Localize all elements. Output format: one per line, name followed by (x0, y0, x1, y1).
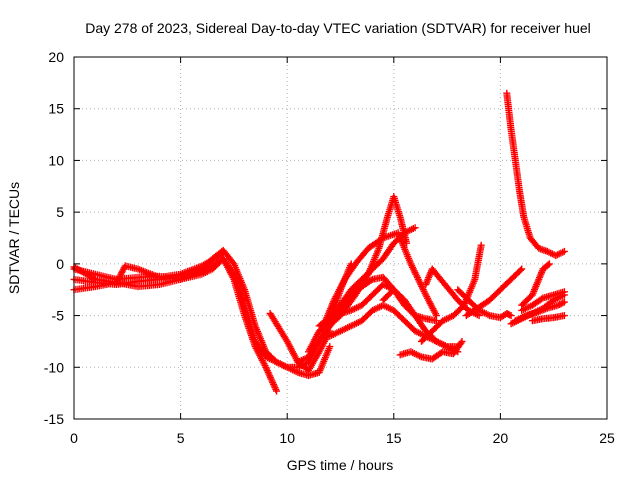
y-tick-label: 10 (48, 152, 64, 168)
series-track-17 (462, 265, 526, 320)
series-track-13 (396, 337, 466, 363)
chart-title: Day 278 of 2023, Sidereal Day-to-day VTE… (85, 20, 591, 36)
x-tick-label: 25 (599, 430, 615, 446)
series-track-23 (518, 260, 553, 309)
plus-markers (503, 89, 568, 260)
y-tick-label: 20 (48, 49, 64, 65)
series-track-18 (503, 89, 568, 260)
plus-markers (528, 312, 568, 325)
axis-ticks: 0 5 10 15 20 25 -15 -10 -5 0 5 10 15 20 (44, 49, 615, 446)
y-tick-label: -5 (52, 308, 65, 324)
series-track-14 (418, 241, 485, 345)
x-axis-label: GPS time / hours (287, 457, 394, 473)
plus-markers (511, 298, 568, 325)
plus-markers (518, 288, 568, 314)
series-track-22 (528, 312, 568, 325)
x-tick-label: 15 (386, 430, 402, 446)
y-tick-label: 15 (48, 101, 64, 117)
y-tick-label: -15 (44, 411, 64, 427)
plus-markers (418, 241, 485, 345)
x-tick-label: 10 (279, 430, 295, 446)
series-track-21 (511, 298, 568, 325)
grid-lines (74, 57, 607, 419)
x-tick-label: 20 (493, 430, 509, 446)
x-tick-label: 0 (70, 430, 78, 446)
series-track-5 (266, 310, 334, 374)
y-tick-label: 0 (56, 256, 64, 272)
y-tick-label: -10 (44, 359, 64, 375)
x-tick-label: 5 (177, 430, 185, 446)
series-track-20 (518, 288, 568, 314)
plus-markers (518, 260, 553, 309)
data-points (70, 89, 568, 395)
y-tick-label: 5 (56, 204, 64, 220)
y-axis-label: SDTVAR / TECUs (6, 182, 22, 294)
plus-markers (266, 310, 334, 374)
plus-markers (462, 265, 526, 320)
plus-markers (396, 337, 466, 363)
plot-frame (73, 56, 608, 420)
